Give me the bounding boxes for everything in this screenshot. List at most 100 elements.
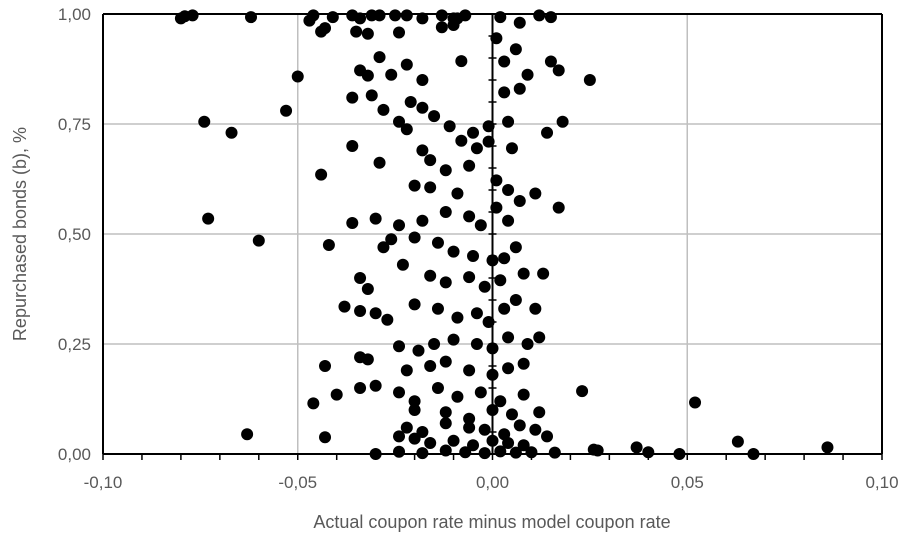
y-tick-label: 0,00 xyxy=(58,445,91,464)
data-point xyxy=(502,115,515,128)
data-point xyxy=(315,168,328,181)
data-point xyxy=(431,236,444,249)
data-point xyxy=(525,446,538,459)
data-point xyxy=(322,239,335,251)
data-point xyxy=(408,395,421,408)
data-point xyxy=(373,156,386,169)
data-point xyxy=(583,74,596,86)
data-point xyxy=(502,214,515,227)
data-point xyxy=(346,91,359,104)
data-point xyxy=(509,446,522,459)
data-point xyxy=(467,126,480,139)
data-point xyxy=(463,159,476,172)
data-point xyxy=(447,333,460,346)
data-point xyxy=(361,353,374,366)
data-point xyxy=(509,43,522,56)
data-point xyxy=(498,302,511,315)
data-point xyxy=(393,386,406,399)
x-tick-label: 0,00 xyxy=(476,473,509,492)
y-tick-label: 1,00 xyxy=(58,5,91,24)
data-point xyxy=(463,271,476,284)
data-point xyxy=(377,103,390,116)
data-point xyxy=(361,283,374,295)
data-point xyxy=(529,423,542,436)
data-point xyxy=(385,233,398,246)
data-point xyxy=(630,441,643,454)
data-point xyxy=(373,9,386,22)
data-point xyxy=(552,64,565,77)
data-point xyxy=(393,430,406,443)
y-tick-label: 0,25 xyxy=(58,335,91,354)
data-point xyxy=(400,421,413,434)
data-point xyxy=(556,115,569,128)
data-point xyxy=(470,307,483,320)
data-point xyxy=(373,51,386,64)
data-point xyxy=(416,144,429,157)
data-point xyxy=(416,74,429,86)
y-axis-title: Repurchased bonds (b), % xyxy=(10,127,30,341)
data-point xyxy=(377,241,390,254)
data-point xyxy=(439,355,452,368)
data-point xyxy=(354,382,367,394)
data-point xyxy=(396,258,409,271)
data-point xyxy=(463,412,476,425)
data-point xyxy=(459,446,472,459)
x-tick-label: 0,05 xyxy=(671,473,704,492)
data-point xyxy=(494,445,507,458)
data-point xyxy=(470,142,483,155)
data-point xyxy=(346,217,359,229)
data-point xyxy=(186,9,199,22)
data-point xyxy=(319,431,332,444)
data-point xyxy=(490,32,503,45)
data-point xyxy=(408,179,421,192)
data-point xyxy=(307,9,320,22)
data-point xyxy=(498,55,511,68)
data-point xyxy=(447,245,460,258)
data-point xyxy=(393,219,406,232)
data-point xyxy=(474,219,487,232)
x-tick-label: -0,10 xyxy=(84,473,123,492)
data-point xyxy=(486,342,499,355)
data-point xyxy=(385,68,398,81)
data-point xyxy=(517,357,530,370)
data-point xyxy=(408,298,421,311)
data-point xyxy=(513,16,526,29)
data-point xyxy=(291,70,304,83)
data-point xyxy=(494,395,507,408)
data-point xyxy=(451,12,464,25)
data-point xyxy=(494,274,507,287)
data-point xyxy=(517,388,530,401)
data-point xyxy=(478,280,491,293)
data-point xyxy=(490,201,503,214)
data-point xyxy=(498,252,511,265)
data-point xyxy=(482,135,495,148)
data-point xyxy=(533,406,546,419)
data-point xyxy=(533,331,546,344)
data-point xyxy=(381,313,394,326)
data-point xyxy=(424,269,437,282)
data-point xyxy=(439,444,452,457)
data-point xyxy=(416,447,429,460)
data-point xyxy=(393,26,406,39)
x-tick-label: -0,05 xyxy=(278,473,317,492)
data-point xyxy=(252,234,265,247)
data-point xyxy=(470,338,483,350)
data-point xyxy=(338,300,351,313)
data-point xyxy=(393,115,406,128)
data-point xyxy=(494,11,507,24)
data-point xyxy=(474,386,487,399)
data-point xyxy=(490,174,503,187)
data-point xyxy=(521,68,534,81)
data-point xyxy=(509,241,522,254)
data-point xyxy=(408,404,421,416)
data-point xyxy=(400,9,413,22)
data-point xyxy=(439,206,452,218)
data-point xyxy=(478,447,491,460)
data-point xyxy=(463,364,476,377)
data-point xyxy=(521,338,534,350)
data-point xyxy=(467,250,480,262)
tick-labels: -0,10 -0,05 0,00 0,05 0,10 0,00 0,25 0,50 0,75 1,… xyxy=(58,5,899,492)
data-point xyxy=(467,439,480,452)
data-point xyxy=(486,254,499,267)
